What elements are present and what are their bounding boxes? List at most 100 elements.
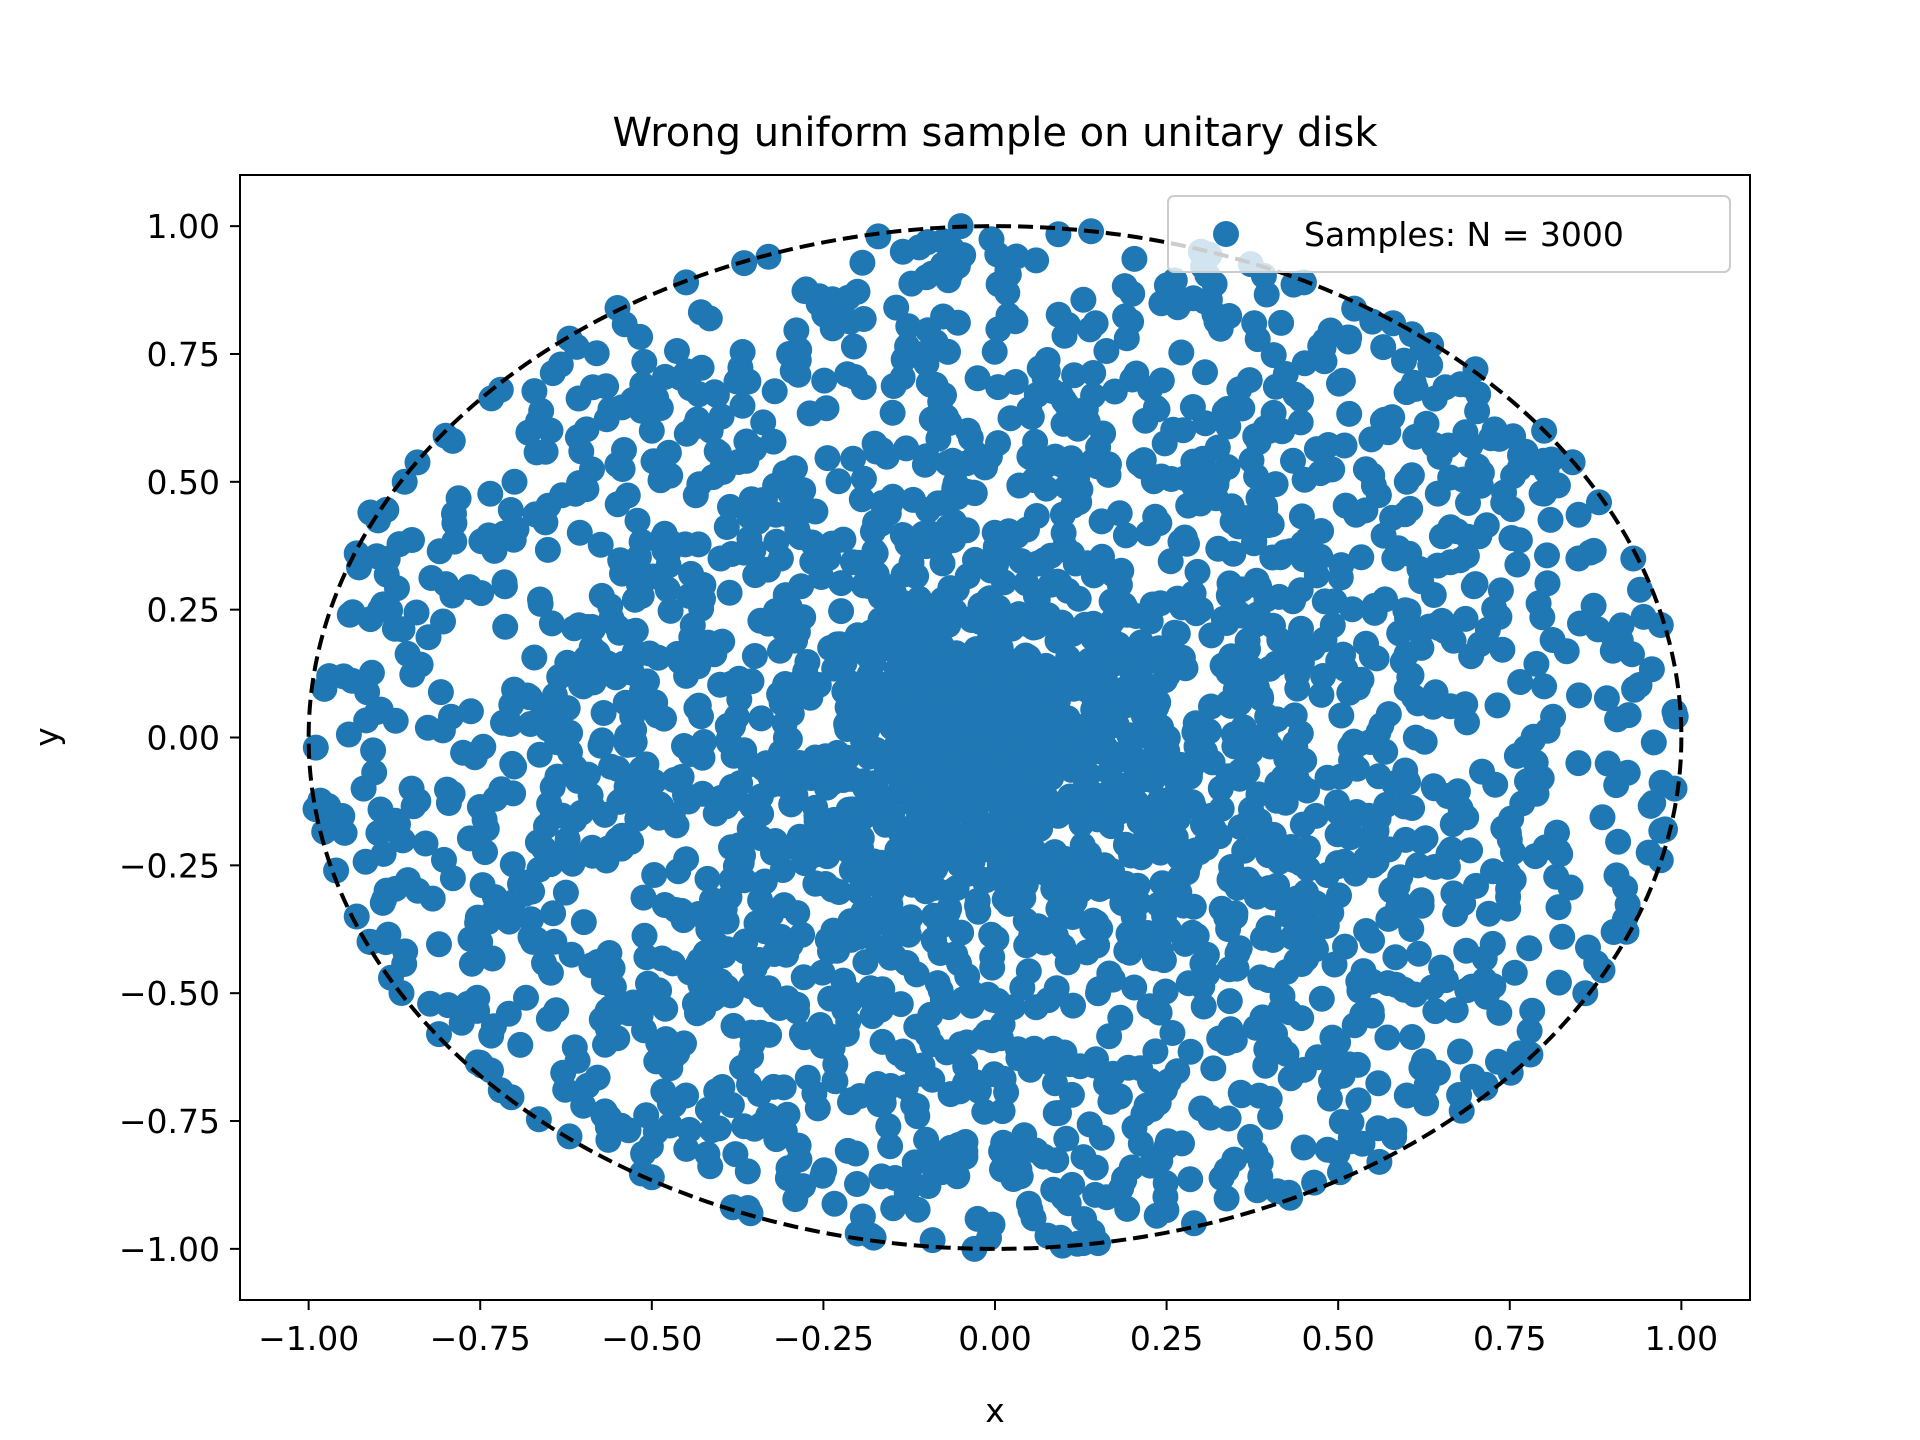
- data-point: [527, 590, 554, 617]
- data-point: [1004, 730, 1031, 757]
- data-point: [1216, 866, 1243, 893]
- data-point: [933, 1039, 960, 1066]
- data-point: [1169, 594, 1195, 621]
- data-point: [537, 417, 564, 444]
- data-point: [981, 703, 1008, 730]
- data-point: [1553, 638, 1580, 665]
- data-point: [1580, 537, 1607, 564]
- data-point: [838, 1087, 865, 1114]
- data-point: [429, 717, 456, 744]
- data-point: [575, 761, 601, 788]
- data-point: [1435, 840, 1462, 867]
- data-point: [836, 988, 863, 1015]
- data-point: [1424, 480, 1451, 507]
- data-point: [789, 681, 816, 708]
- data-point: [924, 837, 951, 863]
- data-point: [1545, 894, 1572, 921]
- data-point: [1537, 506, 1564, 533]
- data-point: [547, 351, 574, 378]
- data-point: [1135, 520, 1162, 547]
- data-point: [970, 783, 997, 810]
- data-point: [1041, 839, 1068, 866]
- data-point: [877, 1133, 904, 1160]
- data-point: [1620, 545, 1647, 572]
- data-point: [1013, 570, 1040, 597]
- data-point: [1077, 316, 1103, 343]
- data-point: [688, 354, 715, 381]
- y-tick-label: −0.75: [119, 1102, 220, 1141]
- data-point: [1070, 1144, 1097, 1171]
- data-point: [439, 865, 466, 892]
- data-point: [492, 613, 519, 640]
- data-point: [1288, 503, 1315, 530]
- data-point: [365, 507, 391, 534]
- data-point: [821, 1190, 848, 1217]
- data-point: [1099, 966, 1126, 993]
- data-point: [649, 945, 675, 972]
- data-point: [1034, 347, 1061, 373]
- data-point: [587, 531, 614, 558]
- data-point: [1319, 612, 1346, 639]
- data-point: [1040, 1035, 1067, 1062]
- data-point: [840, 333, 867, 360]
- data-point: [1268, 309, 1295, 336]
- data-point: [1182, 710, 1209, 737]
- data-point: [1242, 1014, 1269, 1041]
- data-point: [609, 456, 636, 482]
- data-point: [1287, 409, 1314, 436]
- data-point: [1370, 334, 1397, 361]
- data-point: [1080, 382, 1107, 409]
- data-point: [1611, 906, 1638, 933]
- data-point: [1484, 692, 1511, 719]
- data-point: [1168, 339, 1195, 366]
- data-point: [1123, 360, 1150, 387]
- data-point: [913, 1126, 940, 1153]
- data-point: [1247, 1149, 1274, 1176]
- data-point: [1101, 378, 1128, 405]
- data-point: [566, 519, 593, 546]
- data-point: [734, 1158, 761, 1185]
- data-point: [552, 879, 579, 906]
- data-point: [554, 649, 581, 676]
- data-point: [866, 784, 893, 811]
- data-point: [1549, 923, 1576, 950]
- data-point: [924, 771, 951, 798]
- data-point: [1391, 347, 1417, 374]
- data-point: [589, 727, 616, 754]
- data-point: [760, 839, 786, 866]
- data-point: [1281, 702, 1308, 729]
- data-point: [464, 909, 491, 936]
- data-point: [943, 518, 970, 545]
- data-point: [908, 341, 934, 368]
- data-point: [975, 981, 1001, 1008]
- data-point: [1406, 555, 1433, 582]
- data-point: [633, 751, 660, 778]
- data-point: [768, 689, 795, 716]
- data-point: [1255, 967, 1282, 993]
- data-point: [682, 482, 709, 509]
- data-point: [1412, 825, 1439, 852]
- data-point: [805, 290, 832, 317]
- data-point: [1096, 1023, 1123, 1050]
- data-point: [574, 1072, 601, 1099]
- data-point: [822, 1068, 849, 1095]
- data-point: [714, 712, 741, 739]
- data-point: [1099, 676, 1126, 703]
- data-point: [893, 950, 920, 976]
- data-point: [624, 507, 651, 534]
- data-point: [989, 1098, 1016, 1125]
- data-point: [367, 696, 394, 723]
- data-point: [1106, 500, 1133, 527]
- data-point: [885, 735, 912, 762]
- y-tick-label: 1.00: [147, 207, 220, 246]
- data-point: [478, 385, 505, 412]
- data-point: [1353, 918, 1380, 944]
- data-point: [1345, 1087, 1372, 1114]
- x-tick-label: 0.75: [1473, 1319, 1546, 1358]
- data-point: [936, 486, 963, 513]
- data-point: [1157, 548, 1184, 575]
- data-point: [1128, 844, 1155, 871]
- data-point: [981, 1061, 1008, 1088]
- data-point: [843, 1140, 869, 1167]
- data-point: [469, 872, 496, 899]
